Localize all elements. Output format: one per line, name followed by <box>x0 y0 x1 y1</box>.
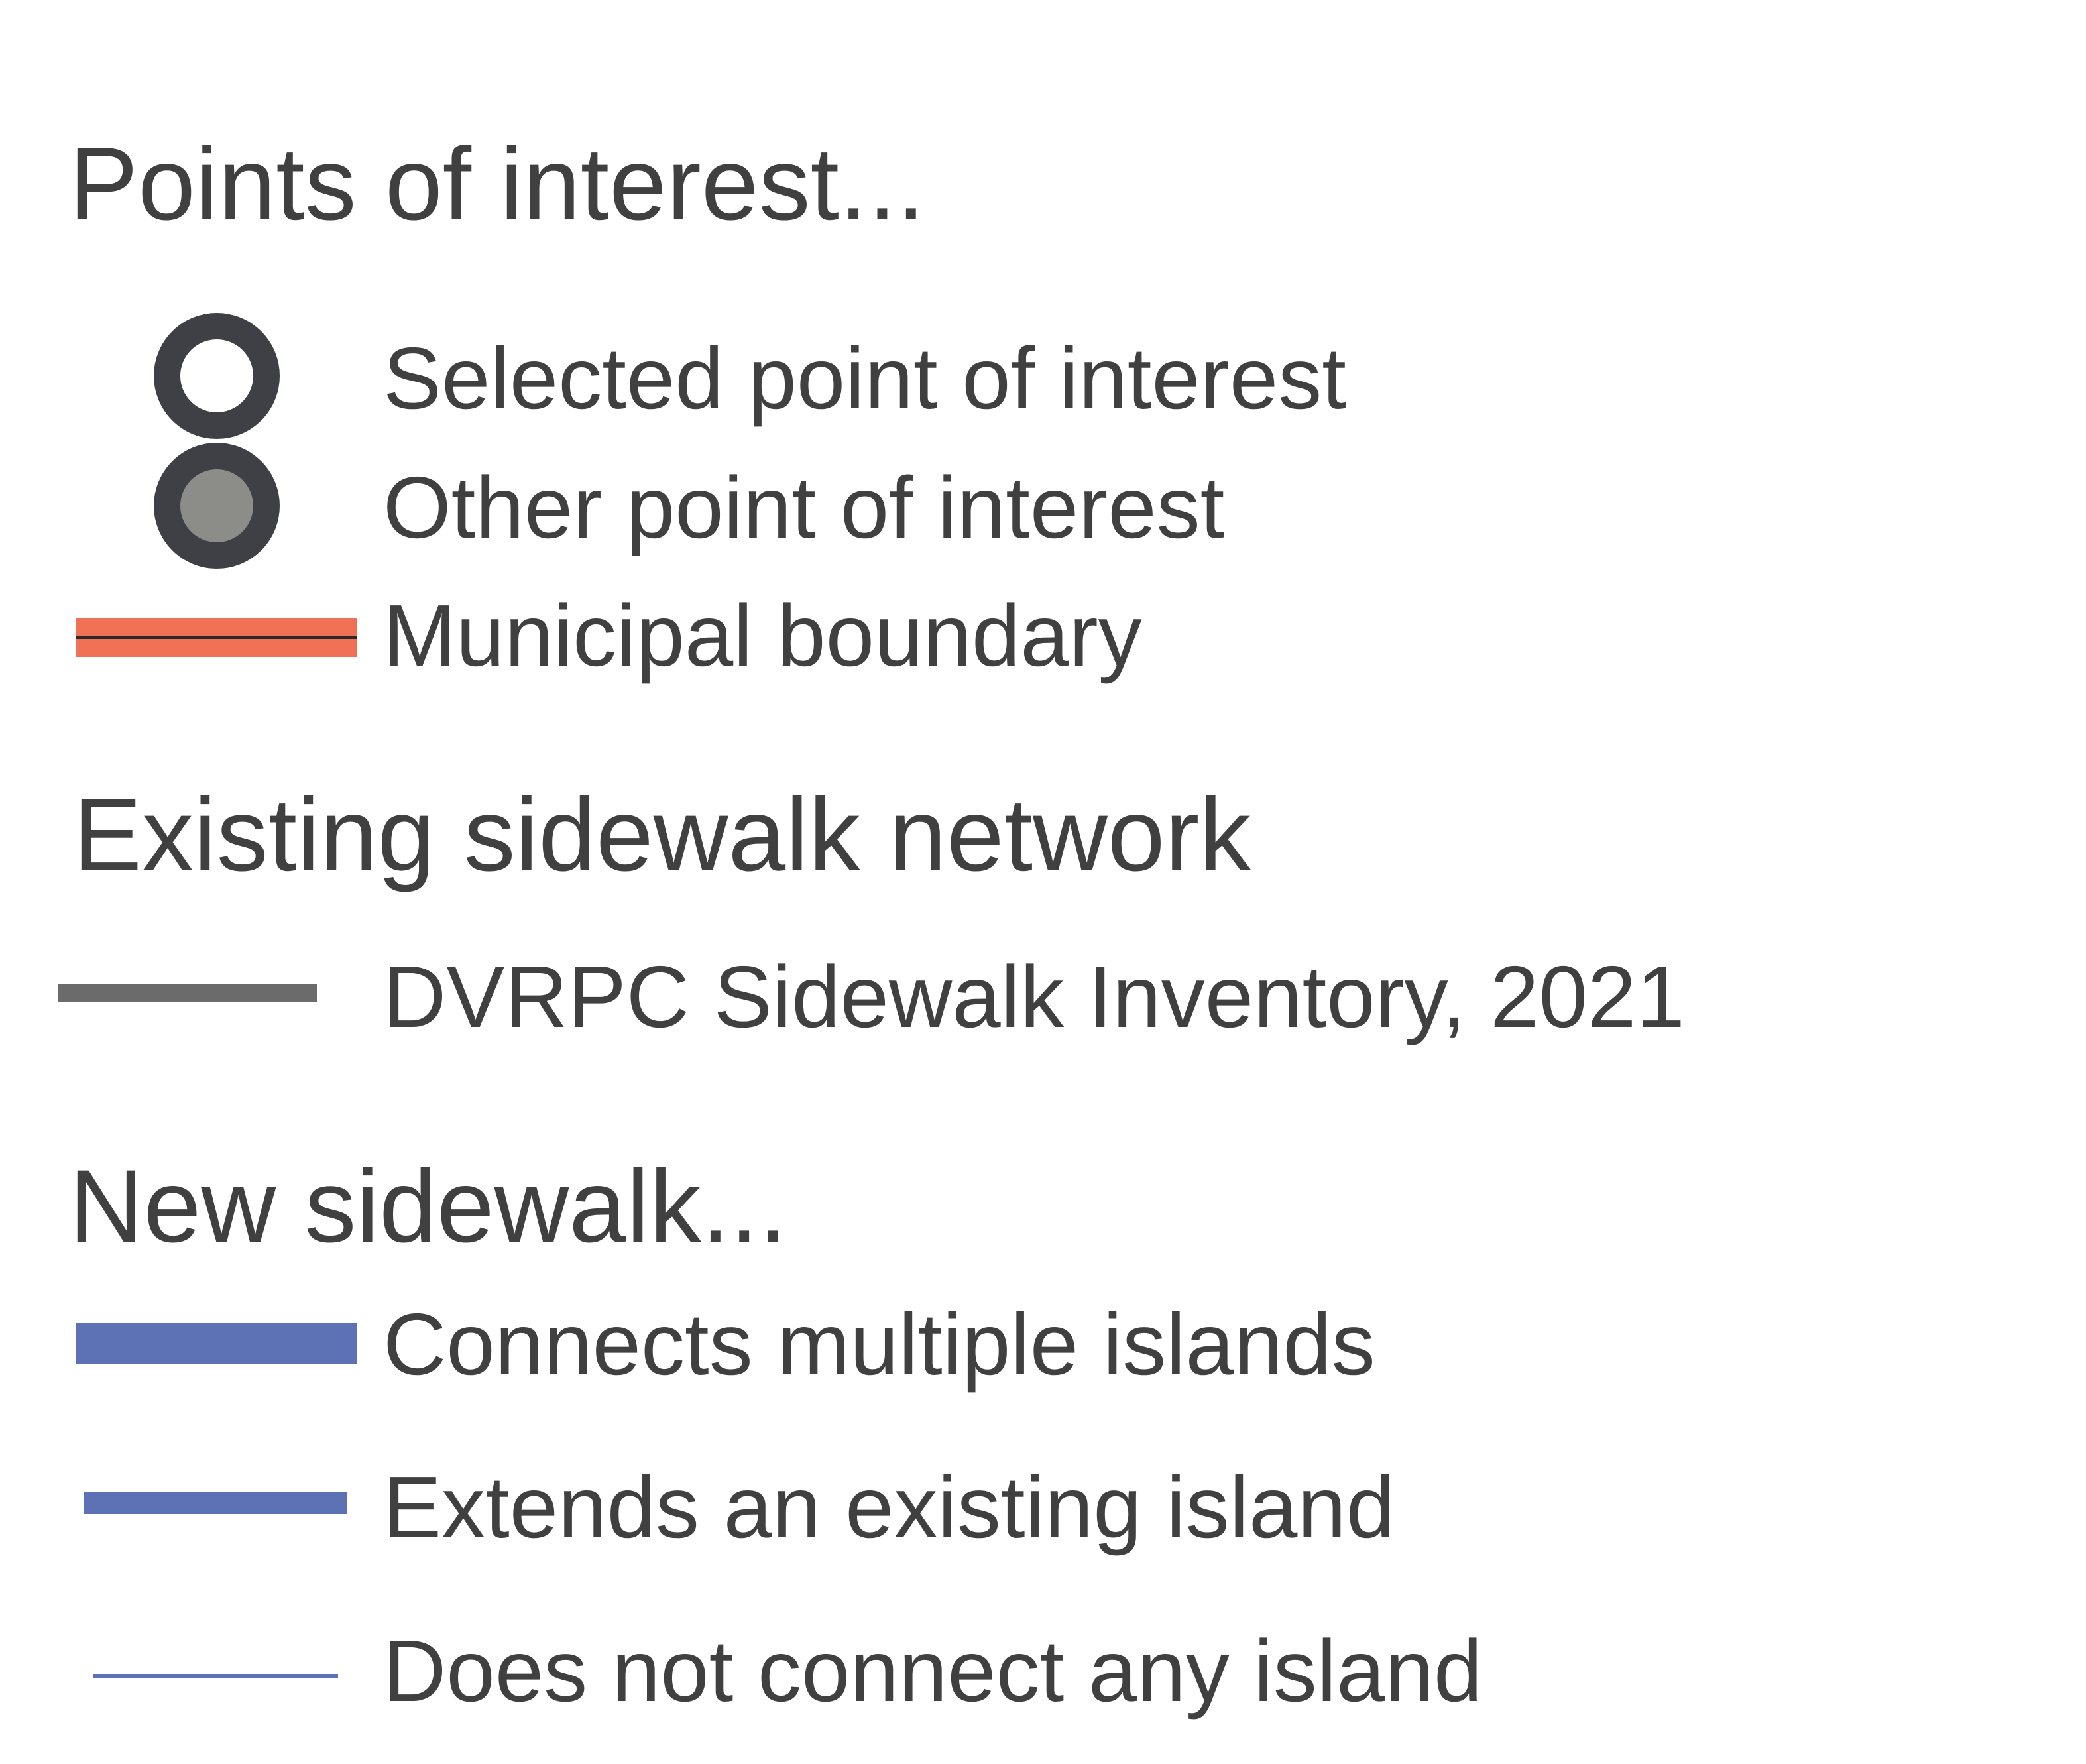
legend-label-municipal-boundary: Municipal boundary <box>383 587 1142 684</box>
legend-label-dvrpc-inventory: DVRPC Sidewalk Inventory, 2021 <box>383 948 1685 1045</box>
boundary-line-icon <box>76 618 357 657</box>
circle-hollow-icon <box>154 313 280 439</box>
existing-section-heading: Existing sidewalk network <box>73 778 1251 893</box>
legend-label-other-poi: Other point of interest <box>383 459 1225 556</box>
legend-label-extends-island: Extends an existing island <box>383 1458 1395 1556</box>
sidewalk-line-icon <box>58 984 317 1002</box>
thin-line-icon <box>93 1674 338 1678</box>
legend-label-connects-multiple: Connects multiple islands <box>383 1295 1375 1393</box>
circle-filled-icon <box>154 443 280 569</box>
new-section-heading: New sidewalk... <box>69 1149 787 1264</box>
poi-section-heading: Points of interest... <box>69 127 925 242</box>
medium-line-icon <box>84 1492 347 1514</box>
legend-label-no-connection: Does not connect any island <box>383 1622 1483 1720</box>
boundary-center-line <box>76 636 357 639</box>
legend-label-selected-poi: Selected point of interest <box>383 329 1346 427</box>
thick-line-icon <box>76 1323 357 1364</box>
